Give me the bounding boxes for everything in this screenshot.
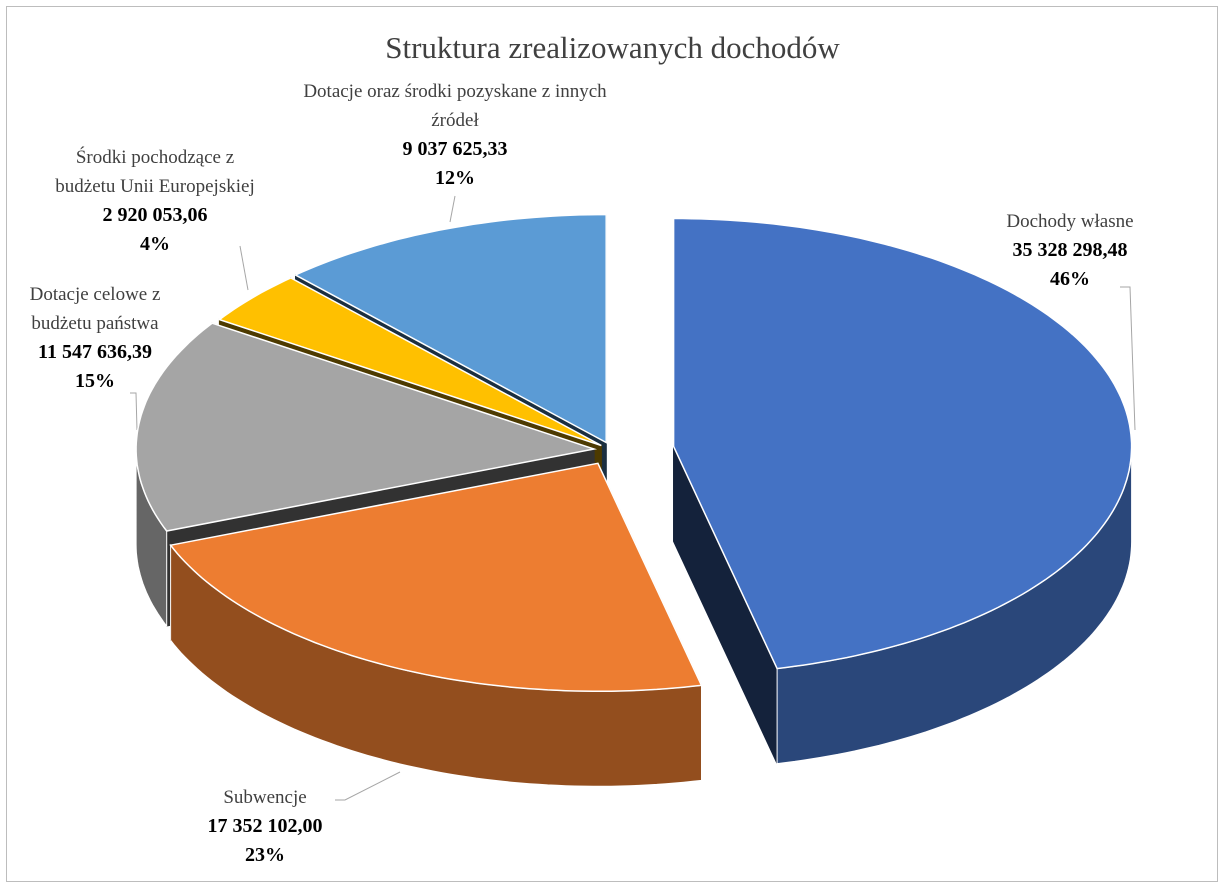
slice [135,322,598,532]
value-label: 11 547 636,39 [38,341,152,363]
slice [672,217,1133,670]
chart-title: Struktura zrealizowanych dochodów [385,30,840,65]
data-label: Dochody własne 35 328 298,48 46% [970,207,1170,294]
category-label: Środki pochodzące z budżetu Unii Europej… [55,147,255,197]
percentage-label: 15% [75,370,115,392]
percentage-label: 4% [140,233,170,255]
value-label: 35 328 298,48 [1012,239,1128,261]
category-label: Dotacje oraz środki pozyskane z innych ź… [303,81,607,131]
value-label: 9 037 625,33 [402,138,508,160]
category-label: Dochody własne [1006,211,1134,232]
slice [293,213,607,444]
leader-line [449,195,456,223]
data-label: Dotacje oraz środki pozyskane z innych ź… [290,77,620,193]
category-label: Dotacje celowe z budżetu państwa [29,284,161,334]
value-label: 2 920 053,06 [102,204,208,226]
data-label: Środki pochodzące z budżetu Unii Europej… [45,143,265,259]
percentage-label: 12% [435,167,475,189]
leader-line [1120,286,1136,431]
slice [169,462,703,692]
leader-line [335,771,401,801]
percentage-label: 23% [245,844,285,866]
percentage-label: 46% [1050,268,1090,290]
data-label: Subwencje 17 352 102,00 23% [175,783,355,870]
slice-tops [135,213,1133,692]
leader-line [239,245,249,291]
slice [217,277,602,447]
chart-frame [6,6,1218,882]
category-label: Subwencje [223,787,307,808]
data-label: Dotacje celowe z budżetu państwa 11 547 6… [5,280,185,396]
leader-line [130,392,138,431]
leader-lines [130,195,1136,801]
value-label: 17 352 102,00 [207,815,323,837]
